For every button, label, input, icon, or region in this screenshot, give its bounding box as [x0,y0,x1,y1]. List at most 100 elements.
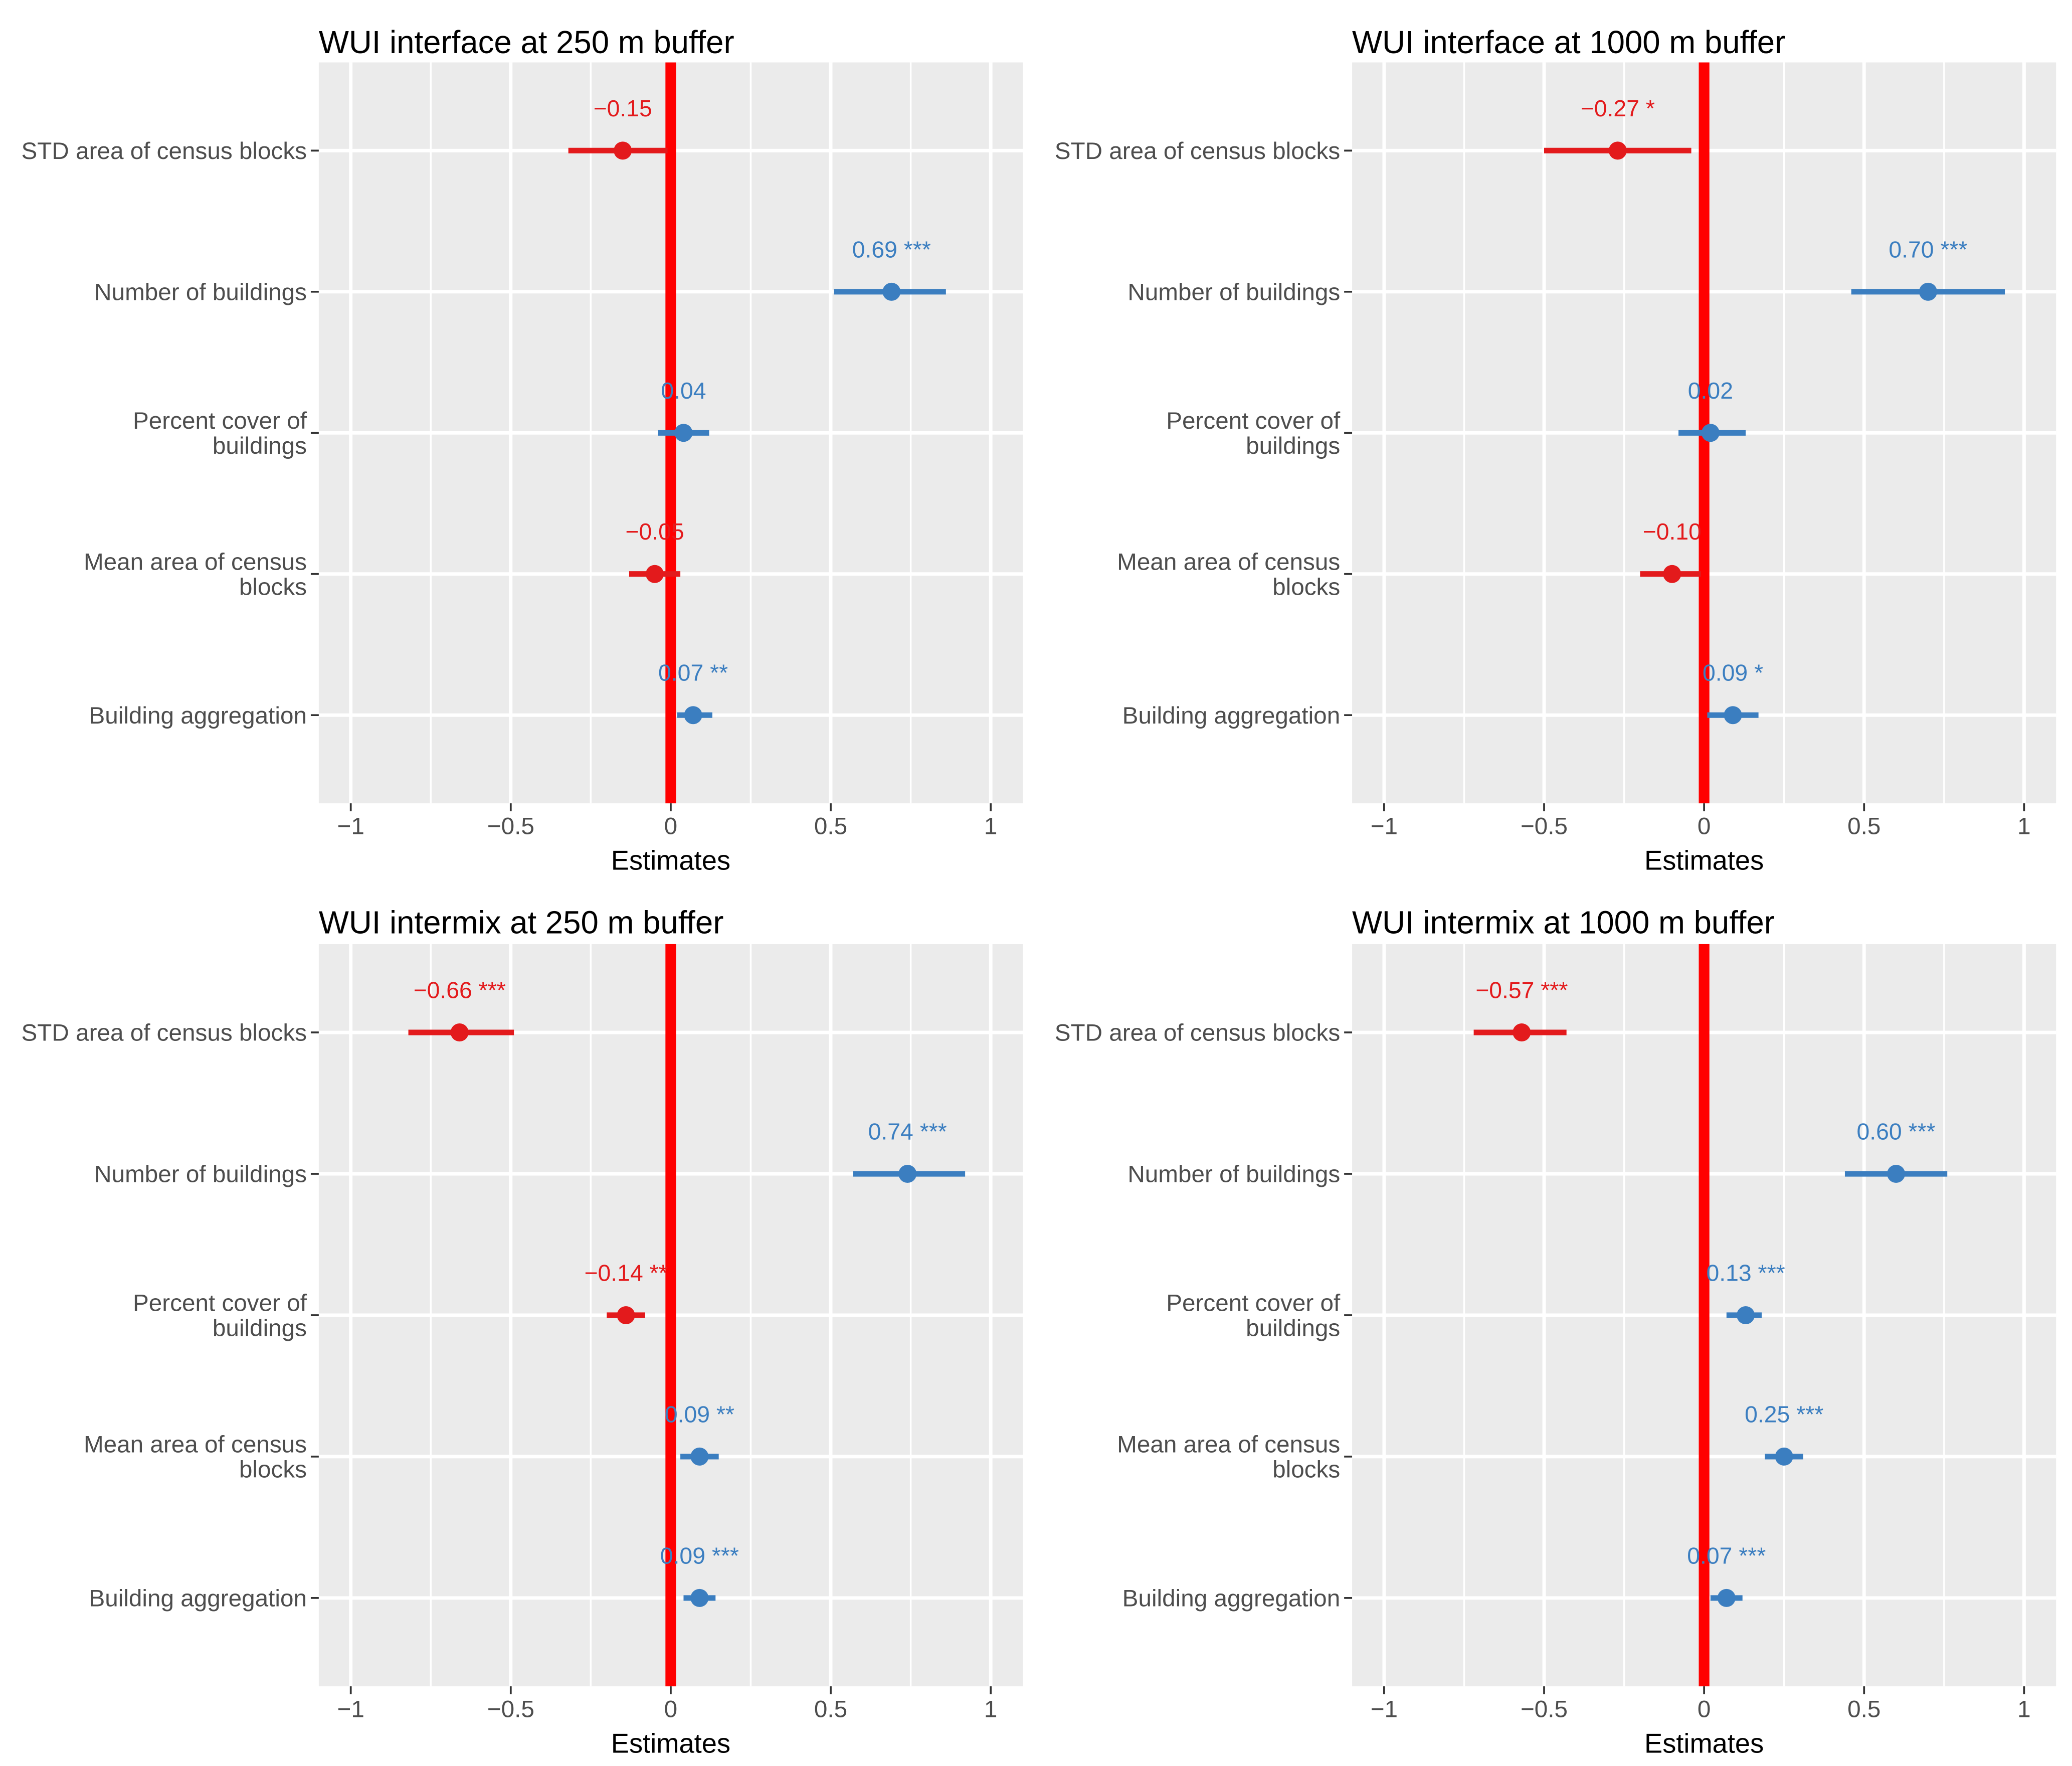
y-tick-label-line: blocks [239,574,307,600]
y-tick-label-line: Mean area of census [1117,1432,1340,1458]
x-tick-label: 0.5 [814,1696,847,1722]
estimate-point [882,282,901,301]
data-label: 0.09 *** [660,1542,739,1568]
y-tick-label-line: Percent cover of [133,408,307,434]
y-tick-label: Percent cover of buildings [1166,1290,1341,1342]
estimate-point [1513,1023,1531,1042]
x-tick-label: −0.5 [1521,813,1568,839]
x-axis-title: Estimates [1644,1728,1764,1759]
data-label: −0.05 [625,518,684,545]
y-tick-label: Building aggregation [89,702,307,729]
data-label: 0.02 [1688,378,1733,404]
y-tick-label-line: buildings [1246,1315,1340,1342]
x-tick-label: 1 [2017,1696,2031,1722]
panel-title: WUI interface at 250 m buffer [319,25,734,60]
data-label: 0.69 *** [852,236,931,262]
y-tick-label: Percent cover of buildings [133,1290,307,1342]
y-tick-label: Percent cover of buildings [133,408,307,459]
estimate-point [684,706,702,725]
data-label: 0.07 ** [658,660,728,686]
estimate-point [450,1023,469,1042]
x-tick-label: 0.5 [1847,813,1880,839]
x-tick-label: −1 [337,813,364,839]
data-label: −0.57 *** [1475,977,1568,1003]
y-tick-label-line: Mean area of census [1117,549,1340,575]
estimate-point [1919,282,1937,301]
x-tick-label: 0 [1698,813,1711,839]
y-tick-label-line: blocks [1272,574,1340,600]
x-tick-label: 0 [664,813,678,839]
x-axis-title: Estimates [1644,845,1764,876]
y-tick-label-line: buildings [1246,433,1340,459]
estimate-point [1775,1447,1793,1466]
data-label: 0.07 *** [1687,1542,1766,1568]
x-axis-title: Estimates [611,845,730,876]
estimate-point [1608,141,1627,160]
x-axis-title: Estimates [611,1728,730,1759]
y-tick-label: Number of buildings [1127,1161,1340,1188]
estimate-point [1724,706,1742,725]
y-tick-label-line: buildings [213,433,307,459]
estimate-point [617,1306,635,1324]
x-tick-label: 1 [984,1696,998,1722]
x-tick-label: 0 [1698,1696,1711,1722]
y-tick-label: Number of buildings [1127,279,1340,306]
estimate-point [674,424,693,442]
data-label: 0.09 ** [665,1401,734,1427]
y-tick-label: STD area of census blocks [1055,1020,1340,1046]
y-tick-label: Number of buildings [94,279,307,306]
data-label: −0.15 [594,95,652,121]
estimate-point [614,141,632,160]
estimate-point [1663,565,1681,583]
data-label: −0.14 ** [584,1260,667,1286]
estimate-point [646,565,664,583]
x-tick-label: 1 [2017,813,2031,839]
x-tick-label: −1 [1371,813,1398,839]
estimate-point [1717,1588,1736,1607]
y-tick-label: Number of buildings [94,1161,307,1188]
x-tick-label: 0.5 [1847,1696,1880,1722]
data-label: 0.25 *** [1745,1401,1823,1427]
data-label: −0.10 [1643,518,1702,545]
y-tick-label-line: Percent cover of [1166,1290,1341,1317]
panel-title: WUI intermix at 1000 m buffer [1352,905,1775,941]
y-tick-label: STD area of census blocks [1055,138,1340,164]
estimate-point [690,1588,709,1607]
y-tick-label: Mean area of census blocks [1117,1432,1340,1483]
x-tick-label: −0.5 [1521,1696,1568,1722]
data-label: 0.04 [661,378,706,404]
y-tick-label: Building aggregation [1122,702,1341,729]
y-tick-label-line: buildings [213,1315,307,1342]
x-tick-label: 0.5 [814,813,847,839]
data-label: −0.66 *** [414,977,506,1003]
data-label: 0.74 *** [868,1118,947,1144]
y-tick-label: Mean area of census blocks [1117,549,1340,600]
estimate-point [1887,1164,1906,1183]
estimate-point [1701,424,1720,442]
y-tick-label: Mean area of census blocks [84,1432,307,1483]
x-tick-label: −0.5 [487,1696,534,1722]
panel-2: −0.27 * 0.70 *** 0.02 −0.10 0.09 * STD area o… [1055,25,2056,876]
data-label: 0.13 *** [1707,1260,1785,1286]
panel-3: −0.66 *** 0.74 *** −0.14 ** 0.09 ** 0.09 ***… [22,905,1023,1759]
y-tick-label-line: Mean area of census [84,549,307,575]
estimate-point [898,1164,917,1183]
y-tick-label: STD area of census blocks [22,1020,307,1046]
y-tick-label: Percent cover of buildings [1166,408,1341,459]
estimate-point [690,1447,709,1466]
data-label: 0.70 *** [1889,236,1967,262]
y-tick-label: Building aggregation [89,1585,307,1612]
data-label: −0.27 * [1581,95,1655,121]
y-tick-label-line: blocks [1272,1457,1340,1483]
y-tick-label-line: blocks [239,1457,307,1483]
y-tick-label: Mean area of census blocks [84,549,307,600]
y-tick-label-line: Mean area of census [84,1432,307,1458]
data-label: 0.09 * [1703,660,1763,686]
panel-4: −0.57 *** 0.60 *** 0.13 *** 0.25 *** 0.07 **… [1055,905,2056,1759]
y-tick-label: STD area of census blocks [22,138,307,164]
y-tick-label-line: Percent cover of [1166,408,1341,434]
x-tick-label: 1 [984,813,998,839]
y-tick-label: Building aggregation [1122,1585,1341,1612]
y-tick-label-line: Percent cover of [133,1290,307,1317]
